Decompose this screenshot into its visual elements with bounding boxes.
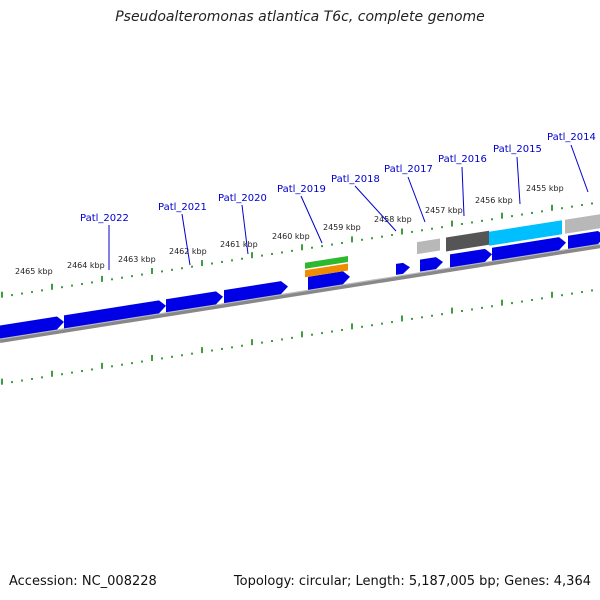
gene-label: Patl_2018 [331,174,380,185]
cds-arrow [396,262,410,275]
cds-arrow [308,271,350,290]
scale-label: 2458 kbp [374,215,412,224]
cds-arrow [450,248,492,268]
gene-leader-line [516,156,521,205]
misc-feature [417,238,440,255]
accession-text: Accession: NC_008228 [9,574,157,589]
gene-leader-line [181,213,191,266]
gene-label: Patl_2017 [384,164,433,175]
cds-arrow [224,281,288,304]
gene-label: Patl_2020 [218,193,267,204]
scale-label: 2465 kbp [15,267,53,276]
scale-label: 2459 kbp [323,223,361,232]
misc-feature [565,214,600,234]
gene-label: Patl_2014 [547,132,596,143]
scale-label: 2463 kbp [118,255,156,264]
scale-label: 2456 kbp [475,196,513,205]
gene-leader-line [354,185,397,232]
gene-feature [446,230,489,252]
scale-label: 2460 kbp [272,232,310,241]
scale-label: 2461 kbp [220,240,258,249]
trna-feature [305,256,348,269]
gene-leader-line [300,195,323,244]
cds-arrow [568,231,600,249]
gene-leader-line [407,176,426,223]
backbone-line [0,244,600,343]
accession-label: Accession: [9,574,78,589]
cds-arrow [420,257,443,272]
cds-arrow [492,237,566,261]
gene-label: Patl_2015 [493,144,542,155]
scale-label: 2464 kbp [67,261,105,270]
map-title: Pseudoalteromonas atlantica T6c, complet… [115,9,485,25]
scale-label: 2455 kbp [526,184,564,193]
gene-label: Patl_2021 [158,202,207,213]
backbone-highlight [0,243,600,340]
cds-arrow [64,300,166,329]
rrna-feature [305,263,348,278]
topology-text: Topology: circular; Length: 5,187,005 bp… [233,574,591,589]
accession-value: NC_008228 [81,574,157,589]
gene-label: Patl_2019 [277,184,326,195]
cds-arrow [166,291,223,313]
scale-label: 2457 kbp [425,206,463,215]
gene-label: Patl_2016 [438,154,487,165]
gene-leader-line [570,144,589,193]
highlight-feature [489,220,562,246]
cds-arrow [0,316,64,339]
gene-leader-line [241,204,249,255]
gene-leader-line [461,166,465,217]
gene-label: Patl_2022 [80,213,129,224]
